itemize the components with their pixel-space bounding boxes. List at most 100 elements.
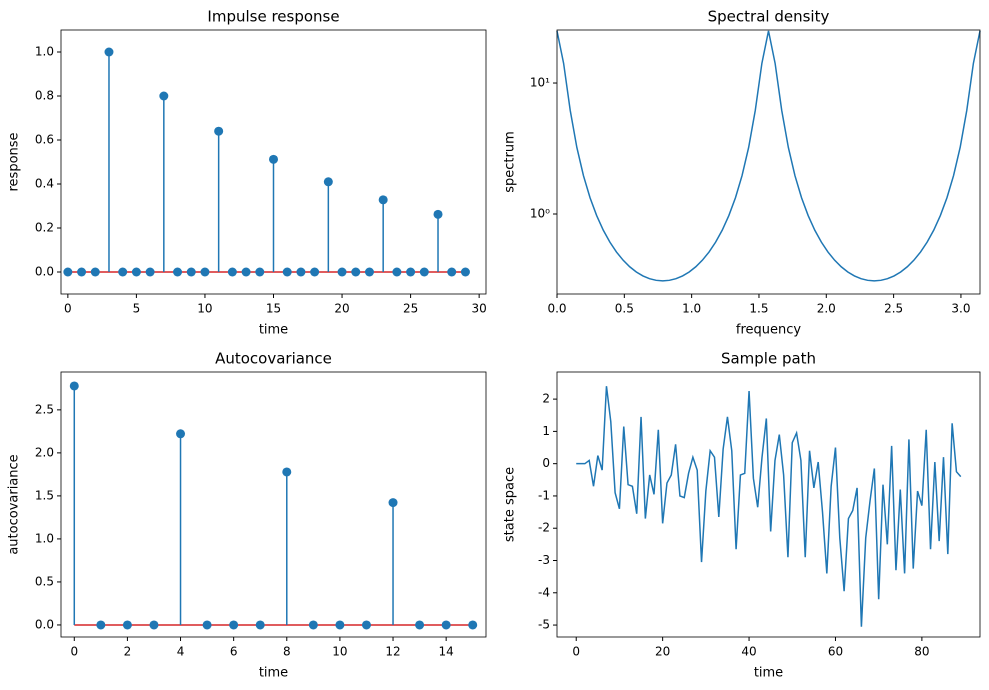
y-tick-label: -3 — [538, 553, 550, 567]
y-tick-label: 1 — [542, 424, 550, 438]
stem-marker — [63, 267, 73, 277]
y-tick-label: 10¹ — [530, 76, 550, 90]
x-tick-label: 10 — [197, 302, 212, 316]
y-tick-label: 1.0 — [35, 45, 54, 59]
x-tick-label: 0.0 — [547, 302, 566, 316]
x-tick-label: 0 — [70, 645, 78, 659]
y-tick-label: 2.0 — [35, 445, 54, 459]
stem-marker — [308, 620, 318, 630]
y-tick-label: 1.0 — [35, 531, 54, 545]
stem-marker — [460, 267, 470, 277]
x-tick-label: 25 — [403, 302, 418, 316]
x-tick-label: 5 — [133, 302, 141, 316]
stem-marker — [419, 267, 429, 277]
x-tick-label: 20 — [334, 302, 349, 316]
panel-title: Impulse response — [207, 8, 339, 26]
y-tick-label: -1 — [538, 488, 550, 502]
x-axis-label: time — [754, 666, 783, 681]
x-axis-label: time — [259, 666, 288, 681]
stem-marker — [468, 620, 478, 630]
stem-marker — [255, 620, 265, 630]
x-tick-label: 4 — [177, 645, 185, 659]
x-tick-label: 80 — [914, 645, 929, 659]
stem-marker — [392, 267, 402, 277]
y-tick-label: 0.6 — [35, 133, 54, 147]
x-tick-label: 3.0 — [951, 302, 970, 316]
stem-marker — [361, 620, 371, 630]
y-tick-label: 0.8 — [35, 89, 54, 103]
x-tick-label: 8 — [283, 645, 291, 659]
x-tick-label: 6 — [230, 645, 238, 659]
stem-marker — [433, 209, 443, 219]
stem-marker — [186, 267, 196, 277]
x-axis-label: time — [259, 323, 288, 338]
stem-marker — [241, 267, 251, 277]
y-tick-label: 0.0 — [35, 617, 54, 631]
y-tick-label: 2 — [542, 392, 550, 406]
x-tick-label: 40 — [741, 645, 756, 659]
y-tick-label: 1.5 — [35, 488, 54, 502]
stem-marker — [118, 267, 128, 277]
stem-marker — [335, 620, 345, 630]
stem-marker — [131, 267, 141, 277]
stem-marker — [255, 267, 265, 277]
x-tick-label: 0 — [64, 302, 72, 316]
stem-marker — [364, 267, 374, 277]
stem-marker — [441, 620, 451, 630]
y-tick-label: 0.4 — [35, 177, 54, 191]
y-axis-label: state space — [503, 467, 518, 542]
stem-marker — [227, 267, 237, 277]
y-tick-label: -5 — [538, 618, 550, 632]
stem-marker — [229, 620, 239, 630]
y-axis-label: response — [7, 132, 22, 191]
x-tick-label: 2.0 — [817, 302, 836, 316]
stem-marker — [159, 91, 169, 101]
stem-marker — [202, 620, 212, 630]
y-tick-label: 0.5 — [35, 574, 54, 588]
x-tick-label: 2.5 — [884, 302, 903, 316]
stem-marker — [323, 177, 333, 187]
y-axis-label: spectrum — [503, 131, 518, 193]
stem-marker — [269, 154, 278, 164]
x-tick-label: 1.5 — [749, 302, 768, 316]
y-tick-label: -4 — [538, 585, 550, 599]
x-tick-label: 30 — [472, 302, 487, 316]
axes-frame — [556, 29, 981, 295]
y-tick-label: 0.0 — [35, 265, 54, 279]
panel-title: Autocovariance — [215, 350, 332, 368]
y-tick-label: -2 — [538, 521, 550, 535]
stem-marker — [122, 620, 132, 630]
stem-marker — [296, 267, 306, 277]
x-tick-label: 15 — [266, 302, 281, 316]
stem-marker — [351, 267, 361, 277]
stem-marker — [145, 267, 155, 277]
stem-marker — [447, 267, 457, 277]
stem-marker — [214, 126, 224, 136]
y-tick-label: 0 — [542, 456, 550, 470]
panel-title: Spectral density — [708, 8, 830, 26]
x-tick-label: 10 — [332, 645, 347, 659]
x-tick-label: 1.0 — [682, 302, 701, 316]
stem-marker — [104, 47, 114, 57]
x-tick-label: 12 — [385, 645, 400, 659]
y-tick-label: 10⁰ — [530, 206, 550, 220]
x-axis-label: frequency — [736, 323, 802, 338]
x-tick-label: 20 — [655, 645, 670, 659]
stem-marker — [310, 267, 320, 277]
stem-marker — [96, 620, 106, 630]
x-tick-label: 0 — [572, 645, 580, 659]
axes-frame — [60, 29, 487, 295]
stem-marker — [77, 267, 87, 277]
stem-marker — [282, 267, 292, 277]
stem-marker — [176, 429, 186, 439]
stem-marker — [415, 620, 425, 630]
y-tick-label: 0.2 — [35, 221, 54, 235]
stem-marker — [378, 195, 388, 205]
stem-marker — [69, 381, 79, 391]
y-tick-label: 2.5 — [35, 402, 54, 416]
stem-marker — [337, 267, 347, 277]
data-line — [556, 30, 981, 282]
data-line — [576, 386, 962, 627]
x-tick-label: 14 — [439, 645, 454, 659]
